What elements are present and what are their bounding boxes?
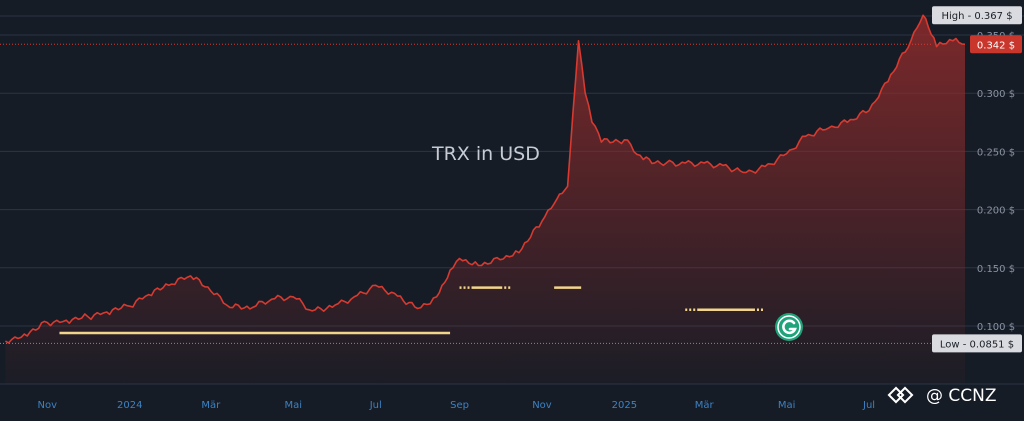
x-tick-label: Mär	[201, 400, 221, 411]
y-tick-label: 0.100 $	[977, 322, 1015, 333]
y-axis-ticks: 0.100 $0.150 $0.200 $0.250 $0.300 $0.350…	[977, 31, 1015, 333]
g-circle-icon	[775, 313, 803, 341]
x-tick-label: Jul	[862, 400, 875, 411]
price-area-fill	[5, 15, 965, 384]
y-tick-label: 0.300 $	[977, 89, 1015, 100]
diamond-logo-icon	[887, 386, 914, 404]
x-tick-label: Nov	[532, 400, 552, 411]
price-line	[0, 14, 966, 344]
x-tick-label: Jul	[369, 400, 382, 411]
price-area	[5, 15, 965, 384]
x-tick-label: 2025	[612, 400, 637, 411]
low-price-badge: Low - 0.0851 $	[932, 334, 1022, 353]
x-tick-label: Mai	[778, 400, 796, 411]
x-tick-label: Sep	[450, 400, 469, 411]
current-price-badge-text: 0.342 $	[977, 40, 1015, 51]
x-tick-label: Mär	[695, 400, 715, 411]
x-axis-ticks: Nov 2024 Mär Mai Jul Sep Nov 2025 Mär Mai Jul	[38, 400, 876, 411]
watermark-text: @ CCNZ	[926, 386, 997, 406]
gridlines	[0, 15, 1024, 385]
annotation-lines	[59, 286, 765, 335]
y-tick-label: 0.250 $	[977, 147, 1015, 158]
current-price-badge: 0.342 $	[970, 35, 1022, 54]
x-tick-label: Mai	[285, 400, 303, 411]
x-tick-label: Nov	[38, 400, 58, 411]
high-price-badge: High - 0.367 $	[932, 6, 1022, 25]
low-price-badge-text: Low - 0.0851 $	[940, 339, 1014, 350]
price-series-line	[5, 14, 966, 344]
chart-title: TRX in USD	[431, 143, 540, 165]
price-badges: High - 0.367 $ 0.342 $ Low - 0.0851 $	[932, 6, 1022, 353]
watermark: @ CCNZ	[887, 386, 997, 406]
x-tick-label: 2024	[117, 400, 142, 411]
high-price-badge-text: High - 0.367 $	[941, 11, 1012, 22]
y-tick-label: 0.200 $	[977, 206, 1015, 217]
y-tick-label: 0.150 $	[977, 264, 1015, 275]
